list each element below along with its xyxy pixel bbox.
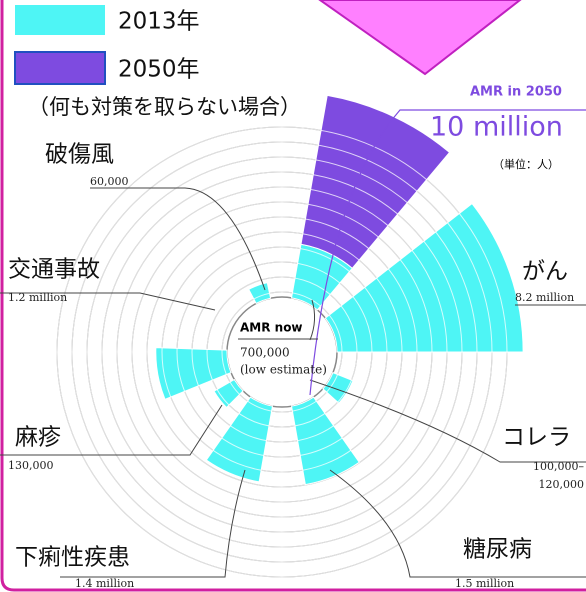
- amr-now-label: AMR now: [240, 321, 303, 335]
- sector: [322, 371, 354, 404]
- leader-line: [329, 469, 586, 578]
- sectors: [155, 94, 524, 486]
- ring: [176, 246, 388, 458]
- sector: [300, 94, 451, 269]
- value-label: 100,000–120,000: [533, 460, 584, 491]
- sector: [213, 378, 244, 409]
- unit-note: （単位：人）: [493, 157, 559, 171]
- legend-swatch: [15, 5, 105, 35]
- subtitle: （何も対策を取らない場合）: [28, 95, 301, 119]
- leader-line: [0, 404, 223, 456]
- value-label: 1.2 million: [8, 291, 67, 304]
- ring: [191, 261, 373, 443]
- leader-line: [309, 379, 586, 463]
- ring: [71, 141, 493, 563]
- leader-line: [90, 187, 266, 291]
- ring: [101, 171, 463, 533]
- ring: [146, 216, 418, 488]
- legend-label: 2013年: [118, 9, 200, 35]
- ring: [221, 291, 343, 413]
- amr-2050-label: AMR in 2050: [470, 85, 562, 100]
- category-label: 破傷風: [45, 142, 114, 168]
- arrow-triangle: [318, 0, 522, 76]
- ring: [116, 186, 448, 518]
- category-label: 下痢性疾患: [15, 545, 130, 571]
- legend-label: 2050年: [118, 57, 200, 83]
- ring: [206, 276, 358, 428]
- sector: [248, 282, 272, 305]
- value-label: 1.5 million: [455, 577, 514, 590]
- amr-2050-value: 10 million: [430, 112, 563, 143]
- ring-overlay: [56, 126, 508, 578]
- sector: [155, 347, 232, 400]
- center-note: (low estimate): [240, 363, 327, 377]
- category-label: 交通事故: [8, 257, 100, 283]
- leader-line: [309, 109, 586, 396]
- value-label: 130,000: [8, 459, 54, 472]
- amr-now-value: 700,000: [240, 346, 290, 360]
- labels: がん 8.2 million コレラ 100,000–120,000 糖尿病 1.5 mi…: [0, 85, 586, 590]
- ring: [161, 231, 403, 473]
- value-label: 1.4 million: [75, 577, 134, 590]
- value-label-box: 100,000–120,000: [533, 460, 584, 491]
- value-label: 8.2 million: [515, 291, 574, 304]
- ring: [56, 126, 508, 578]
- category-label: コレラ: [502, 425, 571, 451]
- ring: [86, 156, 478, 548]
- sector: [205, 396, 274, 483]
- category-label: がん: [522, 259, 568, 285]
- leader-line: [0, 292, 216, 311]
- ring: [131, 201, 433, 503]
- leader-line: [60, 469, 246, 578]
- leader-line: [309, 299, 316, 341]
- category-label: 麻疹: [15, 425, 61, 451]
- legend-swatch: [14, 51, 106, 85]
- value-label: 60,000: [90, 175, 129, 188]
- sector: [290, 396, 360, 486]
- category-label: 糖尿病: [463, 537, 532, 563]
